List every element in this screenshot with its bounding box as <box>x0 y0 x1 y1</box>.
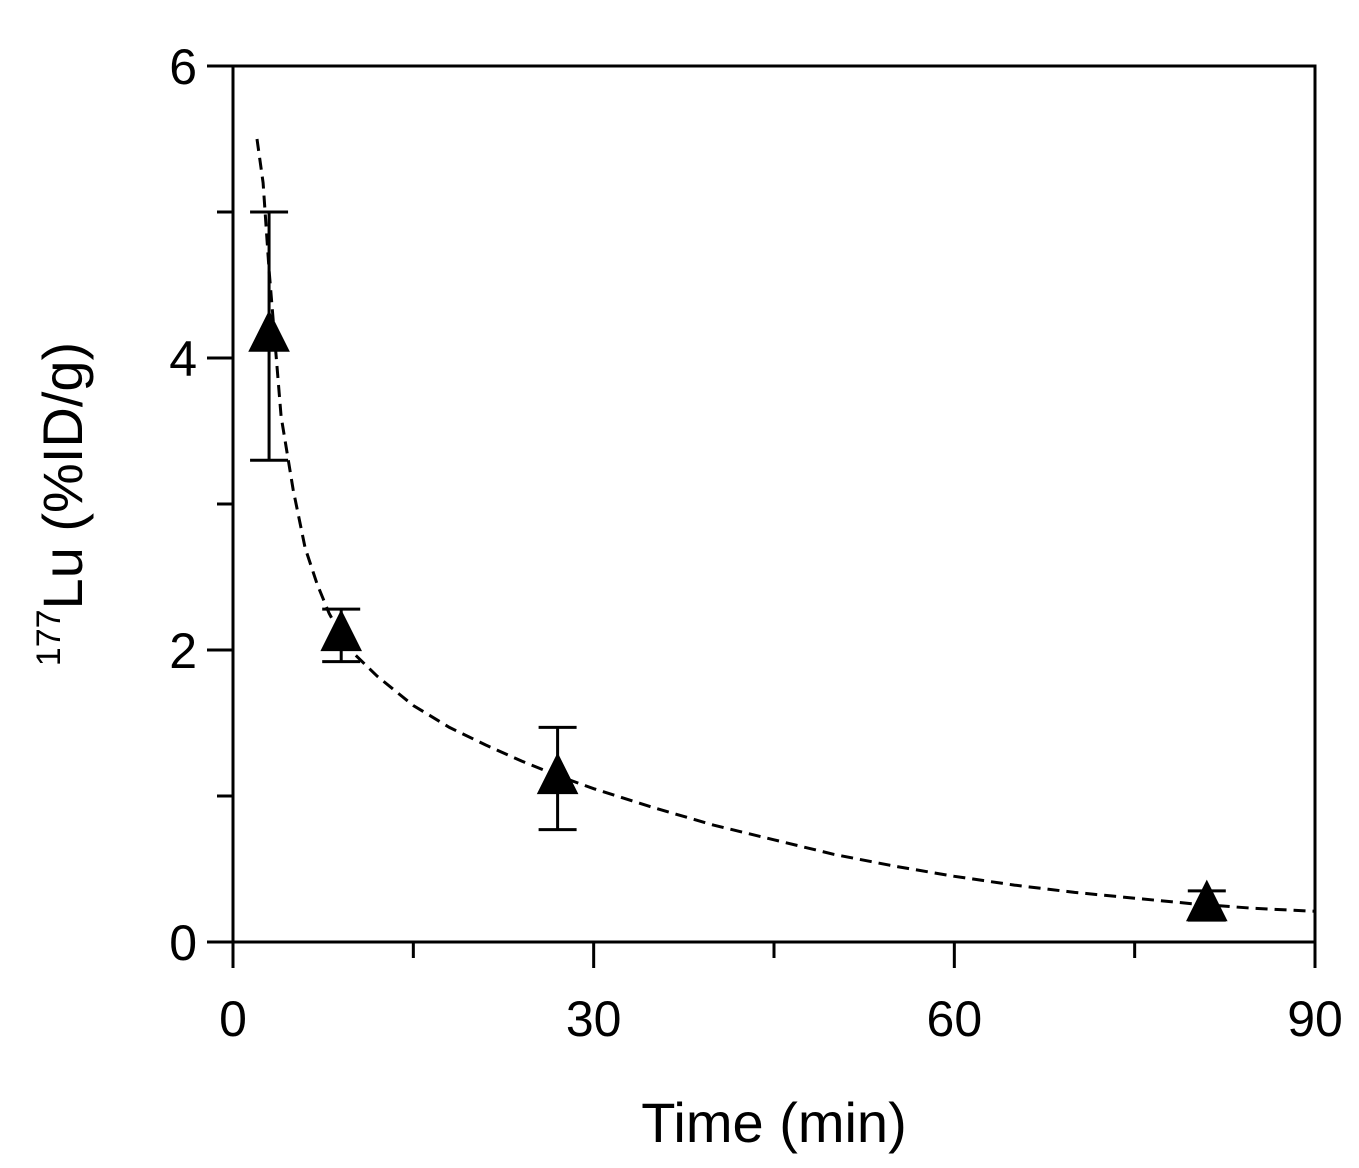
data-points <box>248 310 1228 922</box>
y-tick-label: 2 <box>169 623 197 679</box>
error-bars <box>250 210 1226 922</box>
x-axis-title: Time (min) <box>641 1091 906 1154</box>
x-tick-label: 30 <box>566 991 622 1047</box>
x-tick-label: 90 <box>1287 991 1343 1047</box>
data-point-triangle <box>248 310 290 352</box>
y-tick-label: 0 <box>169 915 197 971</box>
y-axis-title: 177Lu (%ID/g) <box>30 342 94 666</box>
fit-curve-group <box>255 138 1316 913</box>
y-axis-title-main: Lu (%ID/g) <box>31 342 94 610</box>
x-tick-label: 0 <box>219 991 247 1047</box>
y-tick-label: 4 <box>169 331 197 387</box>
y-axis-title-superscript: 177 <box>30 609 68 666</box>
data-point-triangle <box>320 609 363 652</box>
fit-curve <box>255 138 1316 913</box>
tick-labels: 0 30 60 90 0 2 4 6 <box>169 39 1343 1047</box>
data-point-triangle <box>1185 879 1228 922</box>
data-point-triangle <box>536 752 579 795</box>
plot-frame <box>231 64 1317 944</box>
axis-ticks <box>207 64 1317 968</box>
y-tick-label: 6 <box>169 39 197 95</box>
x-tick-label: 60 <box>927 991 983 1047</box>
